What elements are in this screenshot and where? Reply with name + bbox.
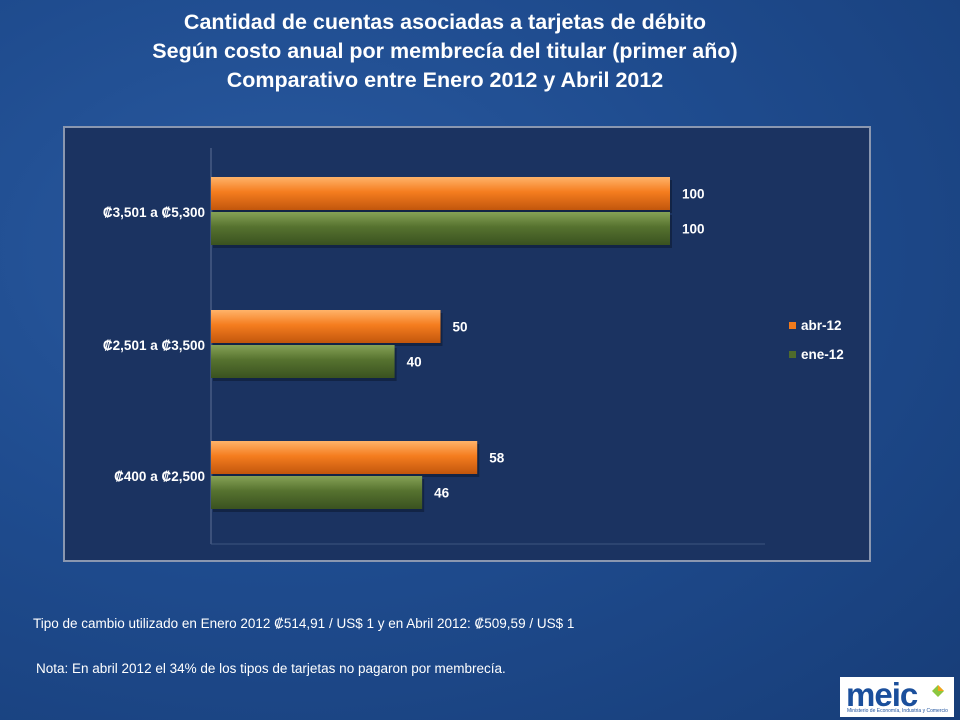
title-line-2: Según costo anual por membrecía del titu… — [152, 39, 738, 63]
bar-chart: ₡3,501 a ₡5,300 100 100 ₡2,501 a ₡3,500 50 40… — [103, 148, 844, 545]
bar-ene-12 — [211, 212, 670, 245]
data-label: 40 — [407, 355, 422, 370]
legend-swatch-ene-12 — [789, 351, 796, 358]
bar-ene-12 — [211, 345, 395, 378]
category-label: ₡400 a ₡2,500 — [114, 469, 205, 484]
category-label: ₡3,501 a ₡5,300 — [103, 205, 205, 220]
bar-abr-12 — [211, 177, 670, 210]
legend-label-abr-12: abr-12 — [801, 318, 842, 333]
bar-abr-12 — [211, 310, 441, 343]
logo-subtitle: Ministerio de Economía, Industria y Come… — [847, 708, 948, 714]
chart-frame: ₡3,501 a ₡5,300 100 100 ₡2,501 a ₡3,500 50 40… — [63, 126, 871, 562]
title-line-3: Comparativo entre Enero 2012 y Abril 201… — [226, 68, 664, 92]
category-label: ₡2,501 a ₡3,500 — [103, 338, 205, 353]
logo-mark-icon — [932, 685, 944, 697]
data-label: 58 — [489, 451, 505, 466]
data-label: 46 — [434, 486, 450, 501]
bar-ene-12 — [211, 476, 423, 509]
membership-note: Nota: En abril 2012 el 34% de los tipos … — [36, 661, 506, 676]
data-label: 100 — [682, 187, 705, 202]
logo-text: meic — [846, 676, 918, 713]
meic-logo: meic Ministerio de Economía, Industria y… — [840, 676, 954, 717]
data-label: 50 — [453, 320, 468, 335]
title-line-1: Cantidad de cuentas asociadas a tarjetas… — [183, 10, 707, 34]
legend-swatch-abr-12 — [789, 322, 796, 329]
exchange-rate-note: Tipo de cambio utilizado en Enero 2012 ₡… — [33, 616, 575, 631]
legend-label-ene-12: ene-12 — [801, 347, 844, 362]
chart-title: Cantidad de cuentas asociadas a tarjetas… — [0, 8, 890, 95]
bar-abr-12 — [211, 441, 478, 474]
data-label: 100 — [682, 222, 705, 237]
